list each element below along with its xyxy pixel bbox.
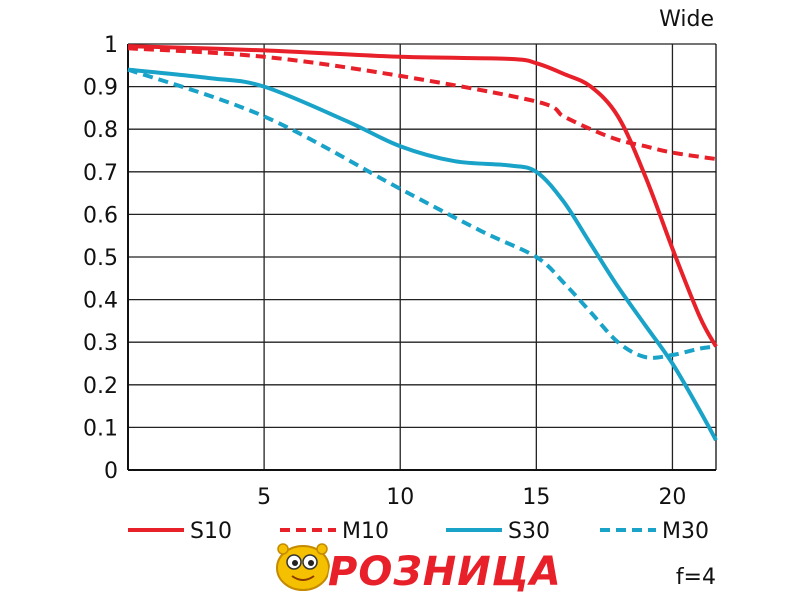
series-line-s10: [127, 44, 718, 348]
series-line-s30: [127, 67, 718, 442]
y-tick-label: 1: [104, 33, 118, 58]
y-tick-label: 0.6: [83, 203, 118, 228]
series-lines: [127, 44, 718, 442]
x-tick-label: 20: [658, 485, 686, 510]
y-tick-label: 0.1: [83, 416, 118, 441]
legend-label-s10: S10: [190, 519, 232, 544]
axes: [127, 44, 717, 471]
y-tick-label: 0.5: [83, 246, 118, 271]
x-tick-label: 10: [386, 485, 414, 510]
legend-label-s30: S30: [508, 519, 550, 544]
y-tick-label: 0.8: [83, 118, 118, 143]
series-line-m10: [127, 46, 717, 161]
grid: [128, 43, 716, 471]
logo-mascot-icon: [276, 543, 330, 591]
legend-label-m30: M30: [662, 519, 709, 544]
y-tick-label: 0: [104, 459, 118, 484]
corner-label: Wide: [659, 7, 714, 32]
y-tick-label: 0.2: [83, 374, 118, 399]
logo-text: РОЗНИЦА: [328, 549, 562, 595]
y-tick-label: 0.9: [83, 76, 118, 101]
x-tick-labels: 5 10 15 20: [257, 485, 686, 510]
x-tick-label: 5: [257, 485, 271, 510]
y-tick-label: 0.4: [83, 289, 118, 314]
y-tick-label: 0.3: [83, 331, 118, 356]
aperture-label: f=4: [676, 565, 716, 590]
y-tick-labels: 0 0.1 0.2 0.3 0.4 0.5 0.6 0.7 0.8 0.9 1: [83, 33, 118, 484]
x-tick-label: 15: [522, 485, 550, 510]
series-line-m30: [127, 67, 717, 360]
legend: S10 M10 S30 M30: [128, 519, 709, 544]
logo: РОЗНИЦА: [276, 543, 563, 598]
y-tick-label: 0.7: [83, 161, 118, 186]
legend-label-m10: M10: [342, 519, 389, 544]
